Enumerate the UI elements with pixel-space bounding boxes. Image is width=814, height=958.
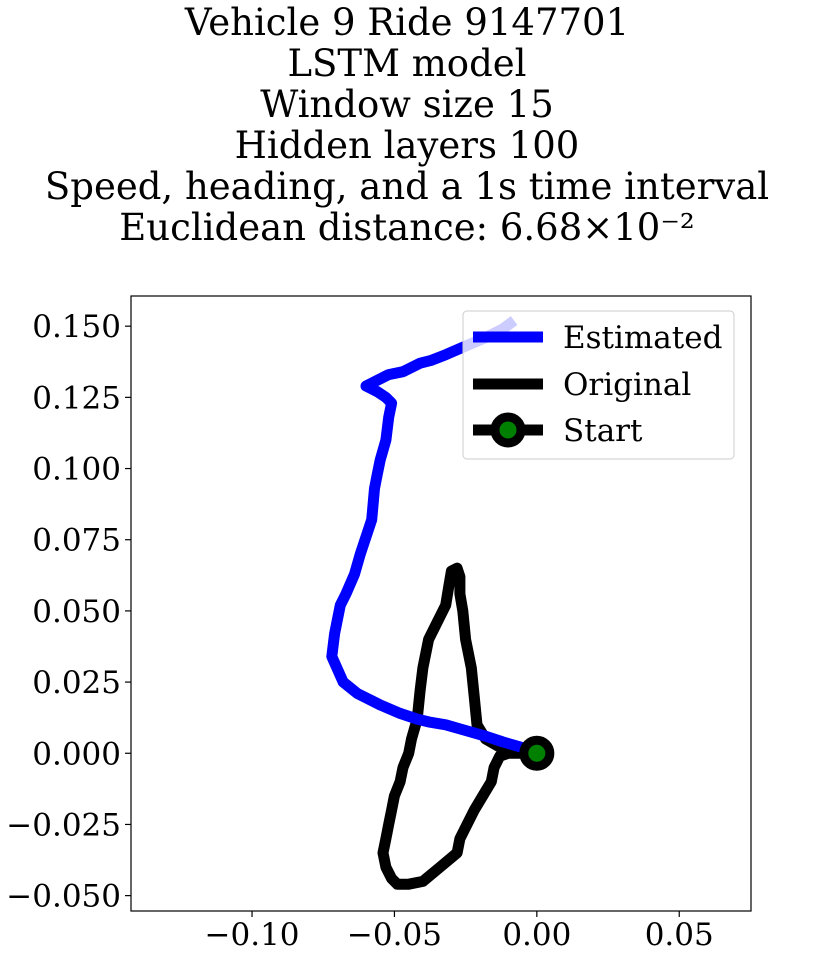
y-tick-label: 0.125 [32, 380, 121, 416]
series-line-estimated [326, 316, 539, 759]
y-tick-label: 0.000 [32, 736, 121, 772]
y-tick-label: 0.025 [32, 665, 121, 701]
y-tick-label: 0.050 [32, 594, 121, 630]
y-axis: 0.150 0.125 0.100 0.075 0.050 0.025 0.000 −0.02… [6, 309, 131, 915]
series-layer [326, 316, 555, 890]
legend-box [462, 310, 735, 460]
legend: Estimated Original Start [462, 310, 735, 460]
title-line-hidden: Hidden layers 100 [234, 124, 580, 167]
legend-label-start: Start [563, 413, 643, 449]
y-tick-label: 0.075 [32, 523, 121, 559]
title-line-model: LSTM model [287, 42, 527, 85]
legend-start-marker [490, 412, 526, 448]
x-tick-label: −0.10 [205, 917, 300, 953]
y-tick-label: −0.050 [6, 879, 121, 915]
legend-label-estimated: Estimated [563, 320, 722, 356]
legend-label-original: Original [563, 367, 691, 403]
start-marker [519, 735, 555, 771]
title-line-window: Window size 15 [260, 83, 554, 126]
plot-frame [130, 295, 752, 912]
x-tick-label: 0.00 [502, 917, 571, 953]
x-axis: −0.10 −0.05 0.00 0.05 [205, 911, 714, 953]
series-line-original [377, 562, 537, 890]
y-tick-label: 0.150 [32, 309, 121, 345]
x-tick-label: 0.05 [645, 917, 714, 953]
y-tick-label: −0.025 [6, 807, 121, 843]
title-line-vehicle: Vehicle 9 Ride 9147701 [184, 1, 630, 44]
title-line-distance: Euclidean distance: 6.68×10⁻² [119, 206, 695, 249]
x-tick-label: −0.05 [347, 917, 442, 953]
chart-title: Vehicle 9 Ride 9147701 LSTM model Window… [0, 2, 814, 248]
title-line-features: Speed, heading, and a 1s time interval [44, 165, 770, 208]
y-tick-label: 0.100 [32, 452, 121, 488]
